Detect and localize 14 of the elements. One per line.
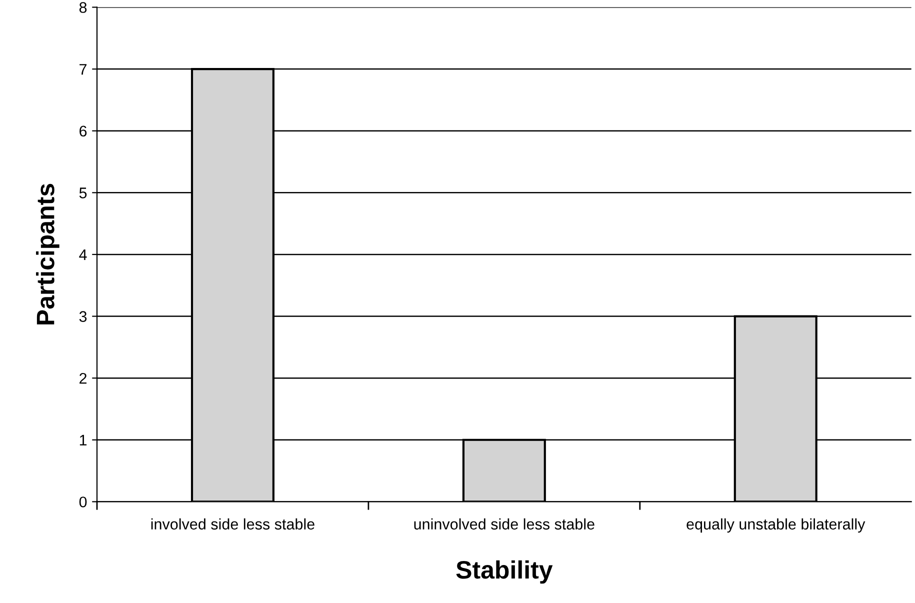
- y-axis-title: Participants: [36, 184, 60, 324]
- x-tick-label: uninvolved side less stable: [414, 518, 594, 530]
- x-tick-label: involved side less stable: [151, 518, 314, 530]
- y-tick-label: 0: [79, 496, 87, 508]
- y-tick-label: 2: [80, 372, 86, 384]
- y-tick-label: 8: [79, 2, 87, 13]
- y-tick-label: 3: [79, 311, 87, 322]
- y-tick-label: 4: [79, 249, 87, 260]
- x-axis-title: Stability: [456, 560, 553, 584]
- y-tick-label: 7: [80, 64, 86, 75]
- x-tick-label: equally unstable bilaterally: [686, 518, 866, 533]
- y-tick-label: 1: [80, 434, 87, 446]
- y-tick-label: 6: [80, 126, 87, 137]
- y-tick-label: 5: [79, 188, 87, 198]
